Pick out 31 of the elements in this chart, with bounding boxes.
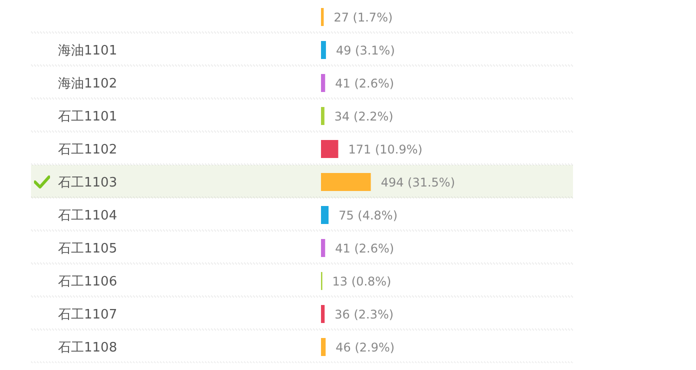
y-tick-label: 石工1108 xyxy=(58,340,118,356)
y-tick-label: 石工1102 xyxy=(58,142,118,158)
bar xyxy=(321,173,371,191)
data-label: 34 (2.2%) xyxy=(334,109,394,124)
bar xyxy=(321,8,324,26)
data-label: 494 (31.5%) xyxy=(380,175,456,190)
data-label: 171 (10.9%) xyxy=(348,142,422,156)
bar xyxy=(321,107,324,125)
bar xyxy=(321,206,329,224)
y-tick-label: 石工1105 xyxy=(58,242,118,256)
bar xyxy=(321,305,325,323)
data-label: 36 (2.3%) xyxy=(334,307,394,322)
y-tick-label: 石工1106 xyxy=(58,274,118,290)
data-label: 46 (2.9%) xyxy=(336,340,395,354)
data-label: 41 (2.6%) xyxy=(335,76,394,90)
y-tick-label: 石工1103 xyxy=(58,176,118,190)
y-tick-label: 石工1104 xyxy=(58,208,118,224)
data-label: 75 (4.8%) xyxy=(338,208,398,222)
bar xyxy=(321,74,326,92)
data-label: 41 (2.6%) xyxy=(335,241,394,256)
data-label: 27 (1.7%) xyxy=(334,10,393,24)
y-tick-label: 石工1107 xyxy=(58,308,118,322)
bar xyxy=(321,239,326,257)
bar xyxy=(321,140,338,158)
bar xyxy=(321,41,326,59)
data-label: 13 (0.8%) xyxy=(332,274,392,288)
bar xyxy=(321,338,326,356)
y-tick-label: 海油1102 xyxy=(58,76,118,92)
y-tick-label: 海油1101 xyxy=(58,44,118,58)
data-label: 49 (3.1%) xyxy=(336,43,395,58)
y-tick-label: 石工1101 xyxy=(58,110,118,124)
